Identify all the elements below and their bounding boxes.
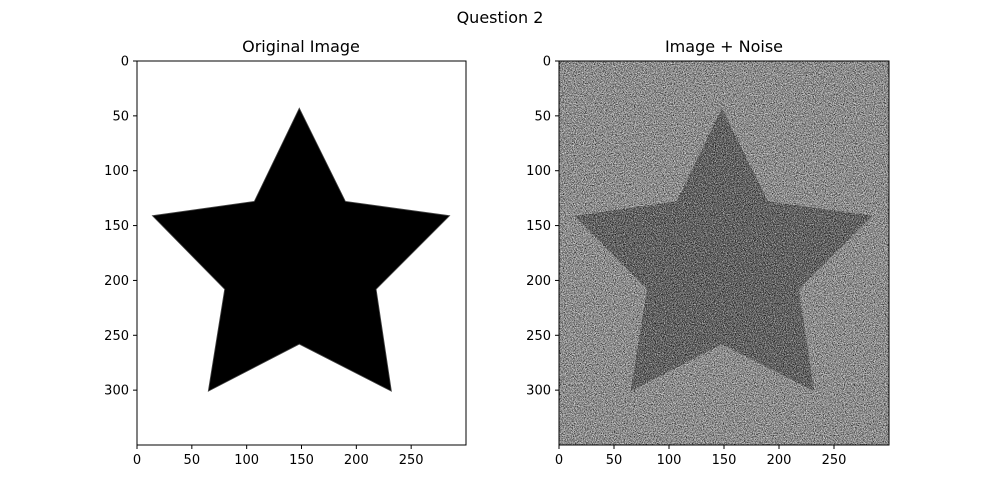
axes-original-star-shape	[151, 107, 451, 392]
axes-original-ytick-label: 250	[104, 329, 129, 344]
axes-original-xtick-label: 100	[234, 453, 259, 468]
axes-noisy-xtick-label: 100	[657, 453, 682, 468]
axes-noisy-ytick-label: 100	[526, 164, 551, 179]
axes-noisy-ytick-label: 0	[543, 55, 551, 70]
axes-noisy: Image + Noise 0 50 100 150 200 250 0 50 100 150 20…	[526, 37, 890, 468]
figure-suptitle: Question 2	[457, 8, 544, 27]
axes-original-title: Original Image	[242, 37, 360, 56]
axes-noisy-ytick-label: 150	[526, 219, 551, 234]
axes-original-ytick-label: 200	[104, 274, 129, 289]
axes-original-xtick-label: 250	[399, 453, 424, 468]
axes-noisy-noise-light	[559, 61, 889, 445]
axes-original-ytick-label: 100	[104, 164, 129, 179]
axes-original-xtick-label: 0	[133, 453, 141, 468]
axes-original-ytick-label: 50	[112, 109, 129, 124]
axes-noisy-title: Image + Noise	[665, 37, 783, 56]
axes-noisy-xtick-label: 0	[555, 453, 563, 468]
axes-noisy-xtick-label: 200	[767, 453, 792, 468]
axes-noisy-xtick-label: 150	[712, 453, 737, 468]
axes-noisy-ytick-label: 300	[526, 384, 551, 399]
axes-original-ytick-label: 150	[104, 219, 129, 234]
axes-noisy-ytick-label: 250	[526, 329, 551, 344]
axes-noisy-image	[559, 61, 889, 445]
axes-noisy-ytick-label: 50	[534, 109, 551, 124]
axes-original-xtick-label: 200	[344, 453, 369, 468]
axes-original-xtick-label: 150	[289, 453, 314, 468]
axes-original: Original Image 0 50 100 150 200 250 0 50 100 150 2…	[104, 37, 467, 468]
axes-noisy-xtick-label: 50	[606, 453, 623, 468]
axes-noisy-xtick-label: 250	[822, 453, 847, 468]
axes-original-xtick-label: 50	[184, 453, 201, 468]
axes-original-image	[137, 61, 466, 445]
axes-noisy-ytick-label: 200	[526, 274, 551, 289]
axes-original-ytick-label: 300	[104, 384, 129, 399]
axes-original-ytick-label: 0	[121, 55, 129, 70]
